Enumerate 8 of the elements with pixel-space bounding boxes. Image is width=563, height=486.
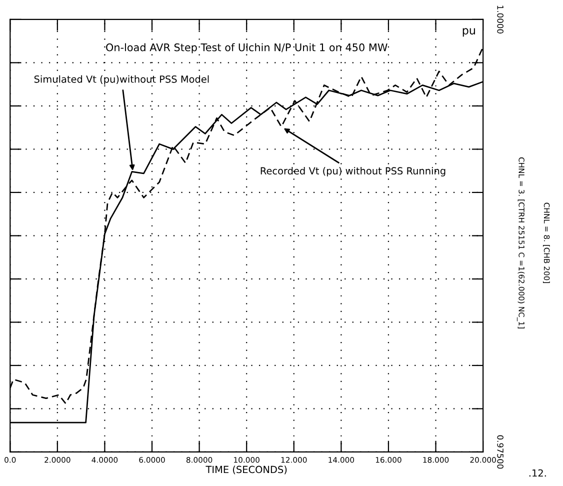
text: .12.: [529, 469, 546, 477]
y-axis-title: pu: [462, 28, 475, 37]
y-tick-label: 0.97500: [497, 435, 504, 469]
y-tick-label: 1.0000: [497, 6, 504, 34]
annotation: Recorded Vt (pu) without PSS Running: [260, 166, 446, 176]
text: On-load AVR Step Test of Ulchin N/P Unit 1 on 450 MW: [106, 43, 388, 54]
x-axis-title: TIME (SECONDS): [206, 466, 287, 474]
annotation: Simulated Vt (pu)without PSS Model: [34, 75, 209, 85]
